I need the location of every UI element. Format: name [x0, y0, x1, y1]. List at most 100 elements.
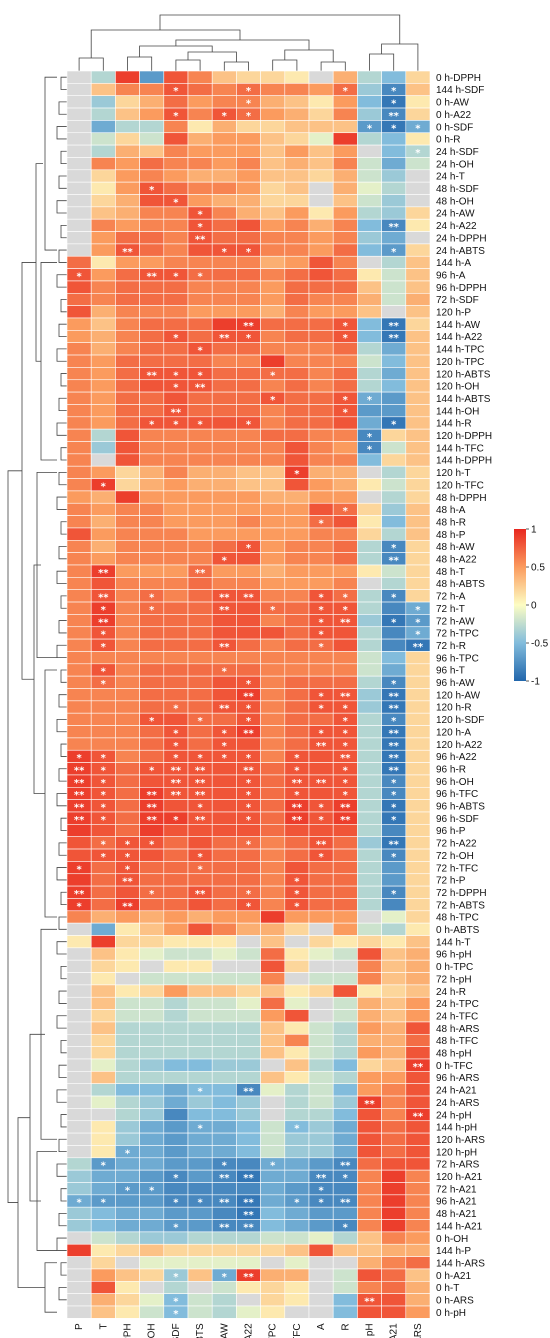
row-label: 144 h-AW — [436, 320, 481, 331]
significance-marker: * — [246, 803, 252, 814]
heatmap-cell — [211, 786, 237, 800]
heatmap-cell — [115, 959, 140, 973]
heatmap-cell — [211, 416, 237, 430]
heatmap-cell — [163, 441, 189, 455]
heatmap-cell — [66, 157, 92, 171]
heatmap-cell — [90, 873, 116, 887]
heatmap-cell — [66, 824, 92, 837]
row-label: 72 h-T — [436, 604, 465, 615]
heatmap-cell — [187, 1108, 213, 1122]
heatmap-cell — [405, 181, 431, 195]
heatmap-cell — [260, 95, 286, 109]
significance-marker: * — [197, 716, 203, 727]
heatmap-cell — [66, 206, 92, 220]
heatmap-cell — [381, 1169, 407, 1183]
heatmap-cell — [405, 1083, 431, 1097]
heatmap-cell — [405, 922, 431, 936]
heatmap-cell — [139, 564, 165, 578]
heatmap-cell — [284, 330, 310, 344]
heatmap-cell — [66, 1034, 92, 1047]
heatmap-cell — [90, 885, 116, 899]
heatmap-cell — [357, 231, 382, 245]
heatmap-cell — [284, 428, 310, 442]
row-label: 0 h-A22 — [436, 110, 471, 121]
heatmap-cell — [66, 70, 92, 84]
significance-marker: * — [246, 247, 252, 258]
heatmap-cell — [308, 194, 334, 208]
significance-marker: * — [149, 840, 155, 851]
heatmap-cell — [236, 169, 261, 183]
row-label: 24 h-OH — [436, 159, 474, 170]
significance-marker: * — [318, 605, 324, 616]
significance-marker: ** — [74, 765, 85, 776]
significance-marker: * — [415, 617, 421, 628]
heatmap-cell — [211, 292, 237, 306]
heatmap-cell — [236, 651, 261, 665]
heatmap-cell — [260, 465, 286, 479]
heatmap-cell — [332, 231, 358, 245]
heatmap-cell — [187, 873, 213, 887]
heatmap-cell — [381, 144, 407, 158]
heatmap-cell — [90, 947, 116, 961]
significance-marker: * — [125, 1148, 131, 1159]
significance-marker: * — [101, 630, 107, 641]
significance-marker: ** — [340, 753, 351, 764]
heatmap-cell — [187, 428, 213, 442]
heatmap-cell — [357, 601, 382, 615]
heatmap-cell — [187, 614, 213, 628]
heatmap-cell — [381, 1034, 407, 1047]
significance-marker: ** — [340, 691, 351, 702]
heatmap-cell — [115, 181, 140, 195]
significance-marker: * — [101, 753, 107, 764]
significance-marker: ** — [74, 790, 85, 801]
heatmap-cell — [260, 651, 286, 665]
heatmap-cell — [308, 749, 334, 763]
heatmap-cell — [260, 539, 286, 553]
heatmap-cell — [236, 132, 261, 146]
heatmap-cell — [66, 1281, 92, 1294]
heatmap-cell — [260, 1169, 286, 1183]
heatmap-cell — [284, 1058, 310, 1072]
heatmap-cell — [66, 490, 92, 504]
significance-marker: * — [197, 1124, 203, 1135]
heatmap-cell — [405, 1095, 431, 1109]
heatmap-cell — [284, 1083, 310, 1097]
heatmap-cell — [284, 1021, 310, 1035]
heatmap-cell — [66, 922, 92, 936]
heatmap-cell — [357, 169, 382, 183]
heatmap-cell — [163, 873, 189, 887]
heatmap-cell — [236, 984, 261, 998]
heatmap-cell — [163, 280, 189, 294]
row-label: 120 h-AW — [436, 690, 481, 701]
heatmap-cell — [284, 836, 310, 850]
heatmap-cell — [115, 922, 140, 936]
heatmap-cell — [308, 502, 334, 516]
heatmap-cell — [332, 1268, 358, 1282]
heatmap-cell — [211, 762, 237, 776]
heatmap-cell — [211, 354, 237, 368]
heatmap-cell — [66, 675, 92, 689]
significance-marker: ** — [243, 1198, 254, 1209]
heatmap-cell — [332, 107, 358, 121]
heatmap-cell — [260, 144, 286, 158]
heatmap-cell — [115, 330, 140, 344]
heatmap-cell — [139, 675, 165, 689]
heatmap-cell — [260, 1305, 286, 1319]
heatmap-cell — [90, 354, 116, 368]
heatmap-cell — [139, 910, 165, 924]
significance-marker: * — [197, 346, 203, 357]
heatmap-cell — [66, 1293, 92, 1307]
heatmap-cell — [139, 688, 165, 702]
heatmap-cell — [284, 638, 310, 652]
heatmap-cell — [163, 1071, 189, 1084]
heatmap-cell — [381, 1021, 407, 1035]
row-label: 0 h-T — [436, 1283, 459, 1294]
heatmap-cell — [405, 811, 431, 825]
heatmap-cell — [260, 441, 286, 455]
heatmap-cell — [236, 231, 261, 245]
row-label: 144 h-T — [436, 937, 470, 948]
heatmap-cell — [115, 1268, 140, 1282]
heatmap-cell — [115, 1305, 140, 1319]
heatmap-cell — [284, 95, 310, 109]
heatmap-cell — [260, 194, 286, 208]
